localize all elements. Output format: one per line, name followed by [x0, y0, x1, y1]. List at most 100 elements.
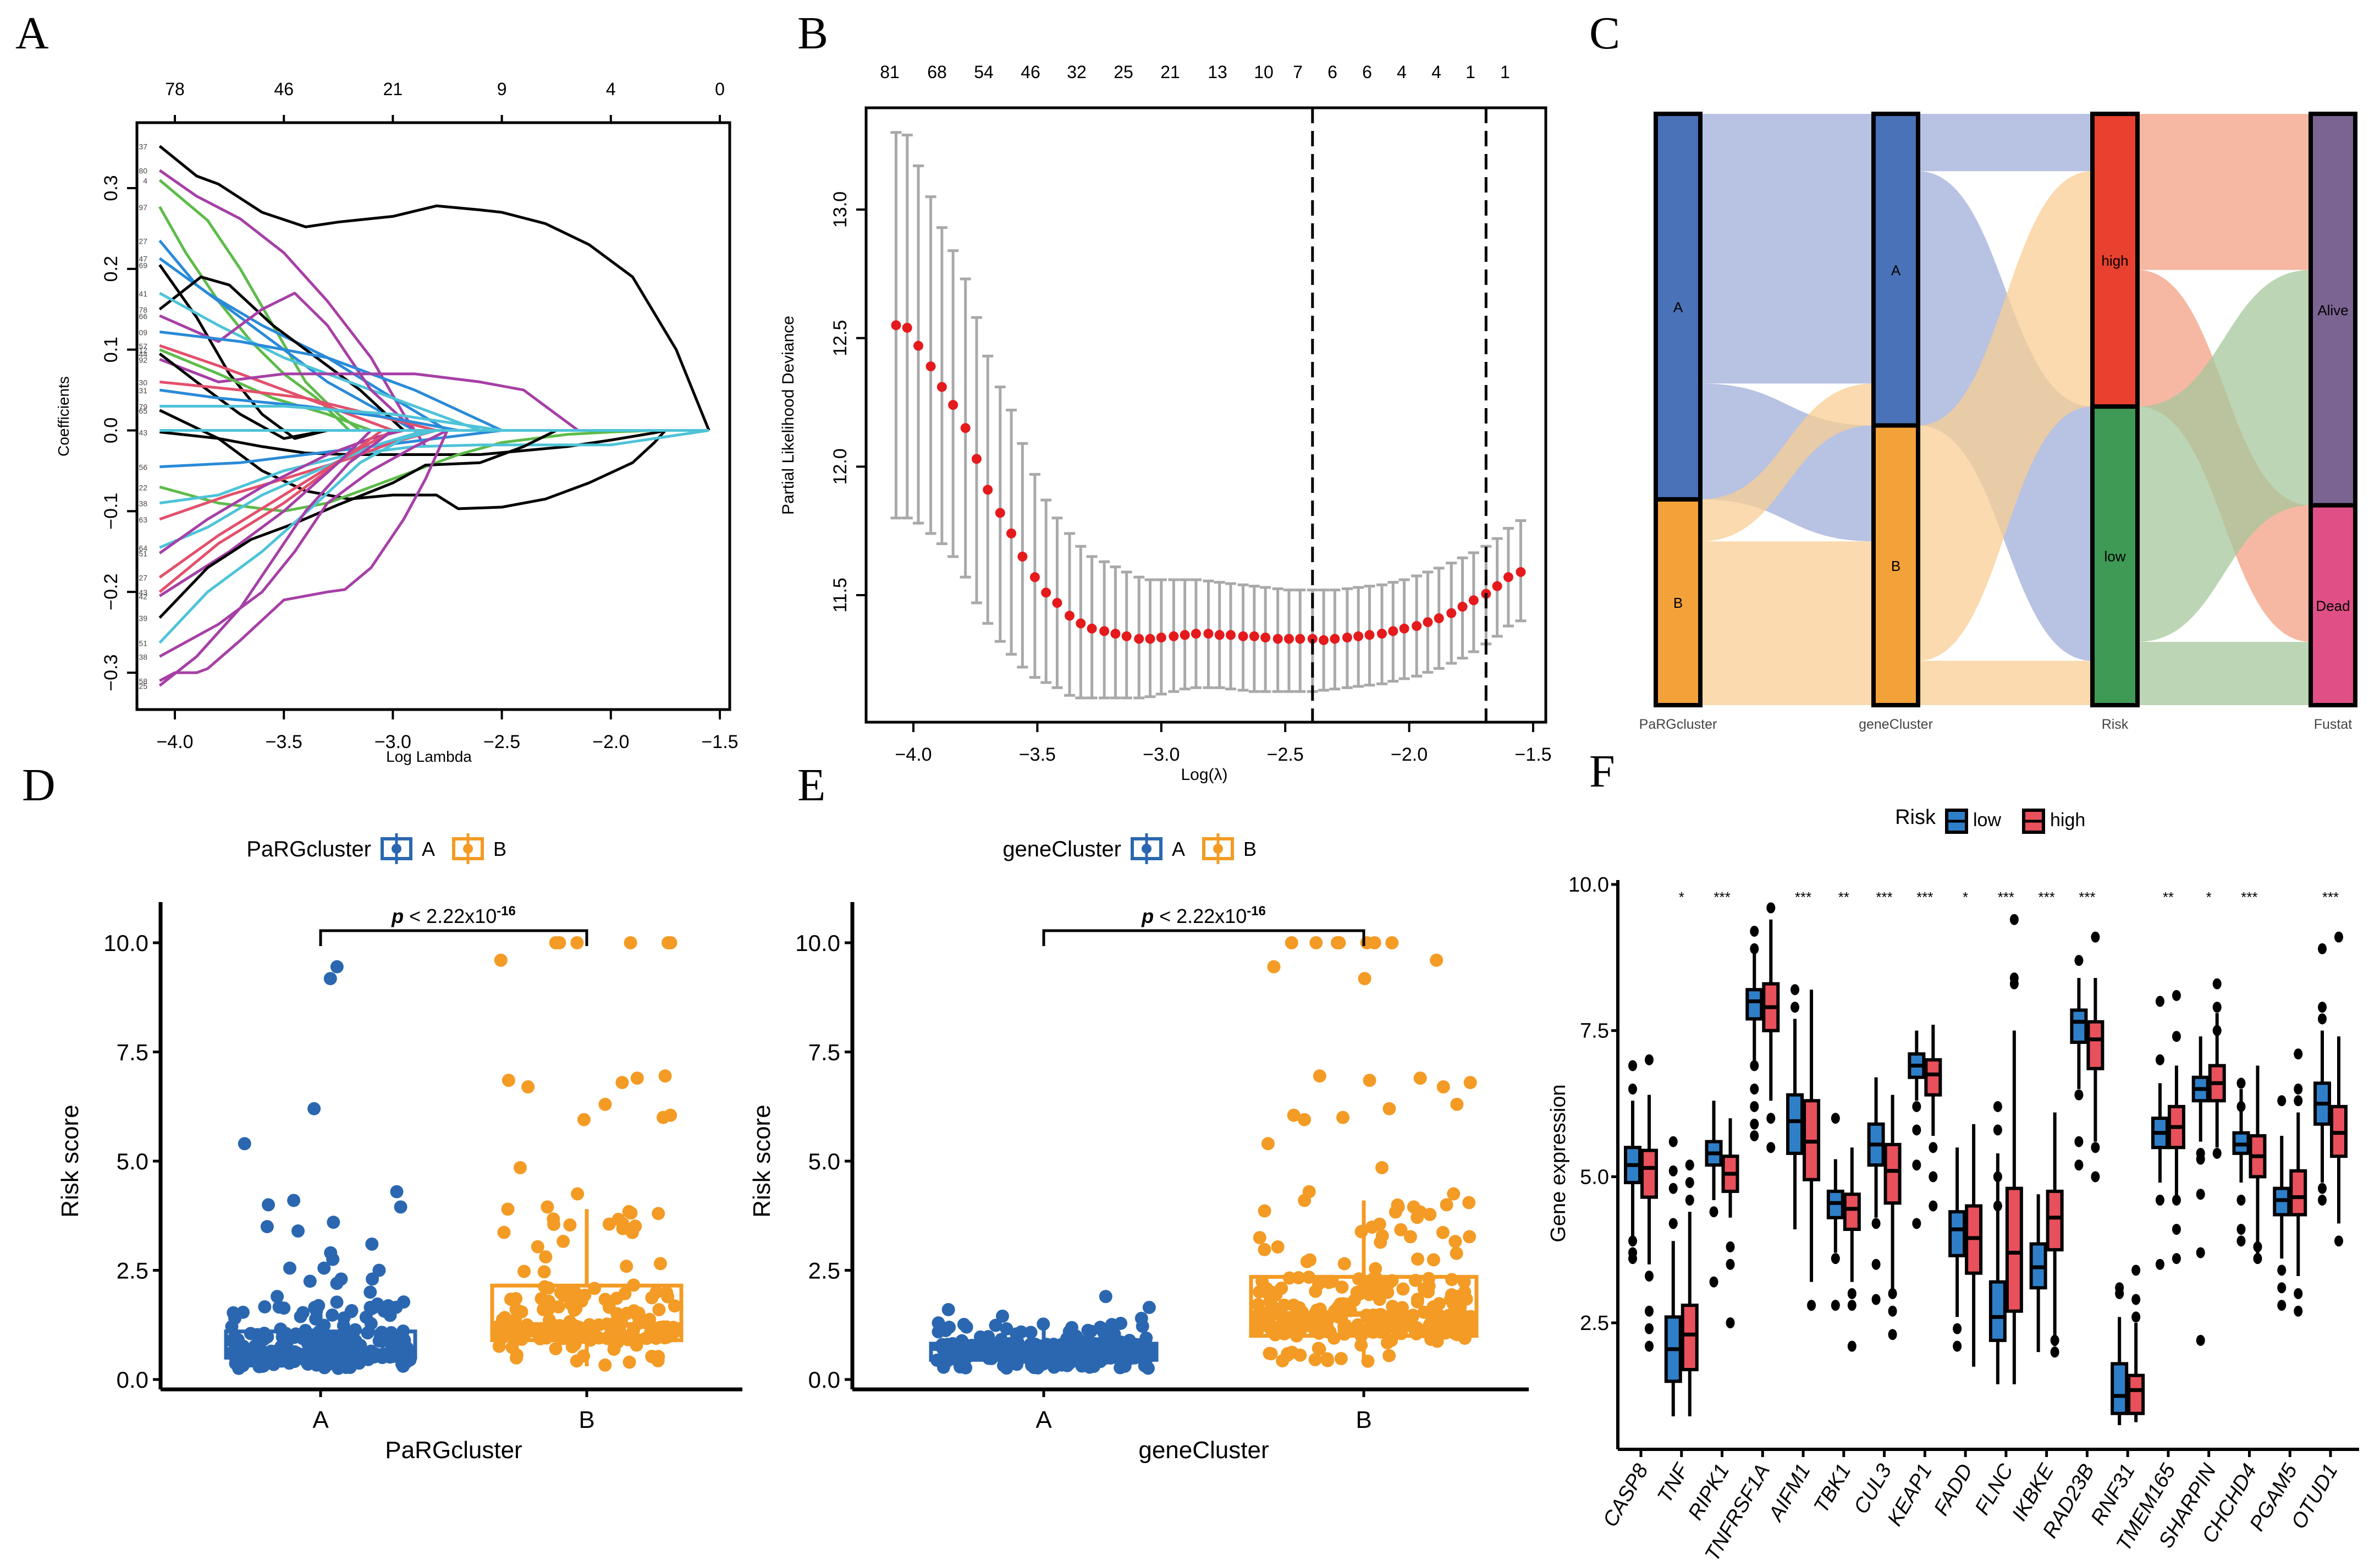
data-point [497, 1225, 511, 1239]
coef-line-92 [159, 358, 579, 432]
coef-line-42 [158, 429, 372, 597]
deviance-point [1457, 602, 1468, 612]
outlier-point [2318, 943, 2327, 954]
outlier-point [2212, 978, 2222, 990]
data-point [1251, 1298, 1265, 1311]
top-tick-label: 21 [383, 79, 403, 99]
data-point [537, 1265, 551, 1279]
data-point [668, 1299, 681, 1313]
coef-line-38b [159, 429, 709, 505]
outlier-point [2334, 1235, 2343, 1247]
significance-label: *** [1714, 889, 1730, 905]
legend-title: Risk [1895, 806, 1936, 829]
coef-line-41 [159, 292, 481, 432]
data-point [1099, 1290, 1112, 1304]
box-FLNC-high [2005, 1186, 2023, 1313]
data-point [537, 1302, 550, 1316]
data-point [1271, 1240, 1285, 1254]
box-TBK1-high [1843, 1192, 1861, 1231]
data-point [1450, 1289, 1464, 1303]
panel-letter-e: E [797, 760, 825, 811]
panel-e-boxplot-genecluster: geneCluster A B 0.0 2.5 5.0 7.5 10.0 A BgeneClust… [748, 833, 1529, 1464]
data-point [622, 1205, 636, 1218]
outlier-point [1929, 1200, 1938, 1212]
data-point [260, 1220, 274, 1234]
top-axis-label: 1 [1466, 62, 1475, 82]
x-tick-label: −3.0 [374, 732, 411, 752]
line-label: 41 [139, 289, 147, 298]
y-tick-label: 10.0 [1568, 873, 1609, 897]
outlier-point [2074, 1159, 2084, 1171]
data-point [1336, 1111, 1350, 1124]
line-label: 63 [139, 515, 147, 524]
coef-line-09 [159, 330, 503, 432]
data-point [1463, 1321, 1477, 1335]
sankey-axis-label: geneCluster [1859, 717, 1933, 732]
deviance-point [1399, 623, 1409, 634]
outlier-point [2294, 1083, 2303, 1095]
sankey-node-low [2090, 404, 2140, 707]
legend-label: B [1243, 838, 1257, 860]
deviance-point [1260, 633, 1271, 643]
data-point [1337, 1257, 1351, 1271]
data-point [258, 1300, 272, 1313]
box-RAD23B-low [2070, 1008, 2088, 1044]
panel-letter-b: B [797, 8, 828, 59]
data-point [516, 1331, 530, 1344]
data-point [1278, 1327, 1292, 1340]
x-tick-label: −1.5 [701, 732, 738, 752]
x-tick-label: A [1035, 1406, 1052, 1433]
outlier-point [1628, 1083, 1637, 1095]
y-axis-label: Coefficients [55, 376, 72, 457]
outlier-point [2074, 955, 2084, 966]
significance-label: * [2206, 889, 2212, 905]
box-A [224, 1329, 417, 1360]
sankey-node-label: B [1673, 595, 1683, 611]
data-point [517, 1265, 531, 1278]
deviance-point [1388, 626, 1398, 636]
data-point [1287, 1298, 1301, 1312]
outlier-point [1790, 1002, 1800, 1013]
data-point [549, 1342, 563, 1355]
outlier-point [2172, 1031, 2181, 1042]
data-point [244, 1327, 257, 1340]
data-point [547, 1212, 560, 1226]
data-point [618, 1287, 632, 1300]
outlier-point [1912, 1124, 1921, 1136]
line-label: 44 [139, 350, 147, 359]
data-point [492, 1324, 506, 1338]
data-point [1391, 1200, 1405, 1214]
outlier-point [2277, 1282, 2287, 1294]
y-axis-label: Risk score [748, 1104, 775, 1217]
data-point [602, 1300, 616, 1314]
y-tick-label: −0.2 [101, 574, 122, 611]
outlier-point [2294, 1048, 2303, 1060]
deviance-point [1516, 567, 1526, 577]
box-IKBKE-high [2046, 1189, 2064, 1252]
significance-label: *** [1876, 889, 1892, 905]
y-tick-label: 0.3 [101, 175, 122, 201]
sankey-node-high [2090, 112, 2140, 409]
box-A [929, 1342, 1159, 1362]
sankey-flows [1700, 114, 2311, 705]
outlier-point [2277, 1300, 2287, 1311]
y-tick-label: 7.5 [117, 1040, 148, 1065]
significance-label: *** [2079, 889, 2095, 905]
data-point [307, 1102, 321, 1115]
line-label: 43 [139, 428, 147, 437]
outlier-point [1726, 1317, 1735, 1328]
outlier-point [2155, 1194, 2164, 1206]
data-point [1281, 1348, 1294, 1362]
deviance-point [1238, 631, 1248, 641]
outlier-point [2115, 1288, 2124, 1299]
top-axis-label: 7 [1293, 62, 1303, 82]
data-point [326, 1252, 340, 1266]
data-point [363, 1285, 377, 1299]
top-tick-label: 78 [165, 79, 185, 99]
y-tick-label: 0.0 [808, 1367, 840, 1393]
deviance-point [1364, 630, 1375, 640]
top-tick-label: 46 [274, 79, 294, 99]
x-axis-label: Log Lambda [386, 748, 472, 765]
top-tick-label: 9 [497, 79, 507, 99]
